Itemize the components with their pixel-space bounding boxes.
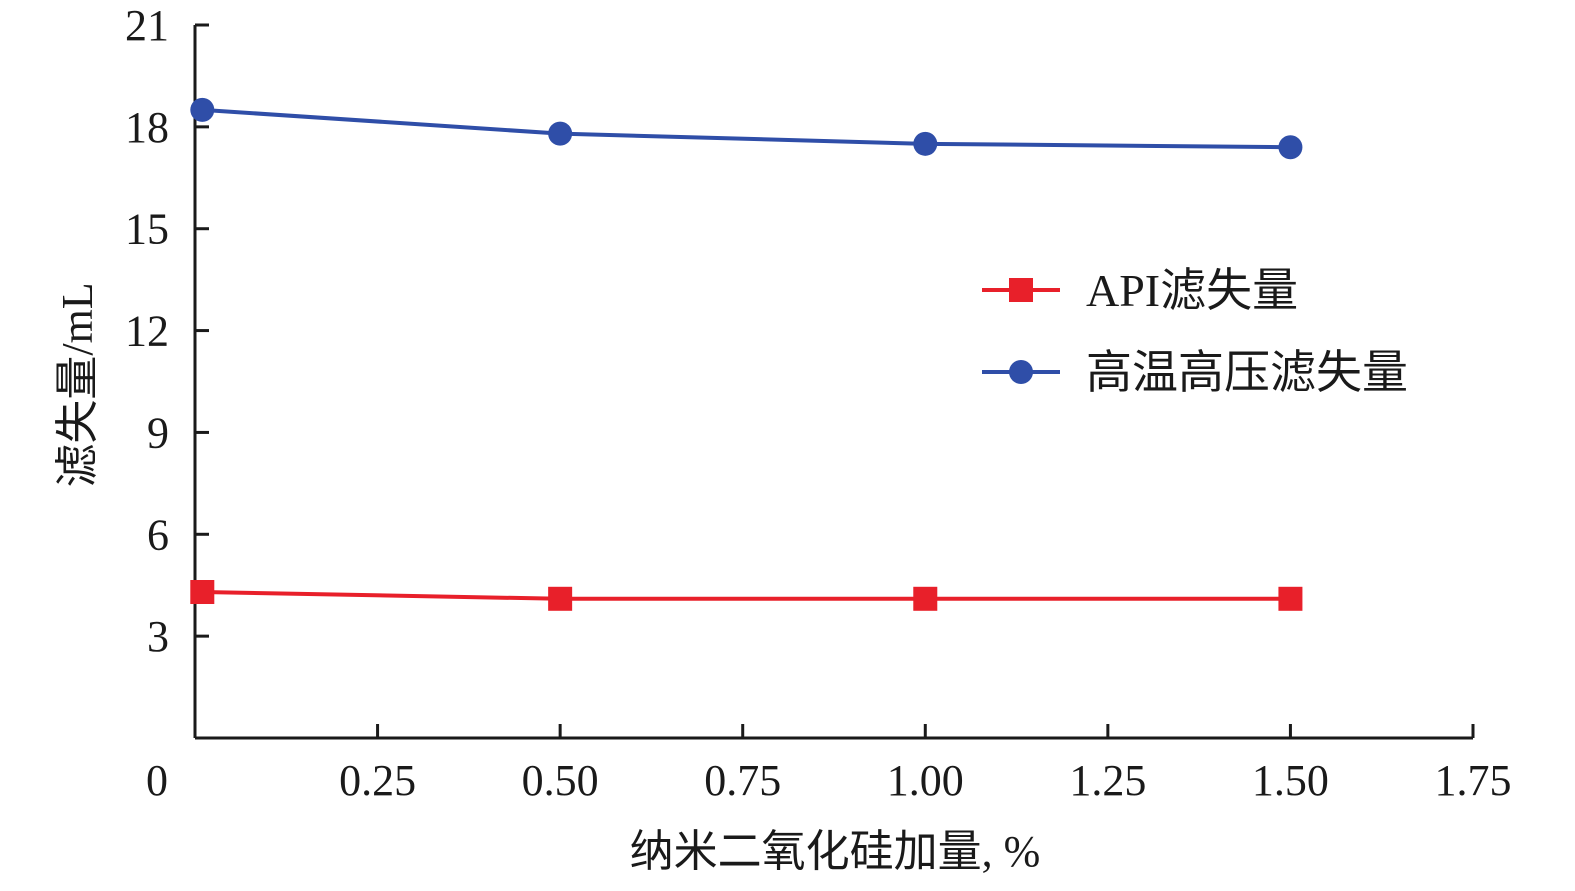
legend-item-2: 高温高压滤失量 bbox=[982, 347, 1408, 398]
x-tick-label: 0.75 bbox=[704, 756, 781, 805]
y-tick-label: 15 bbox=[125, 205, 169, 254]
x-tick-label: 1.75 bbox=[1435, 756, 1512, 805]
data-point-circle bbox=[190, 97, 215, 122]
series-1 bbox=[190, 580, 1303, 611]
x-tick-label: 1.50 bbox=[1252, 756, 1329, 805]
legend-marker-circle bbox=[1009, 360, 1033, 384]
x-tick-label: 0.50 bbox=[522, 756, 599, 805]
x-tick-label: 0 bbox=[146, 756, 168, 805]
y-axis-title: 滤失量/mL bbox=[53, 282, 102, 487]
y-tick-label: 9 bbox=[147, 408, 169, 457]
data-point-circle bbox=[913, 131, 938, 156]
y-tick-label: 12 bbox=[125, 307, 169, 356]
data-point-circle bbox=[548, 121, 573, 146]
legend-marker-square bbox=[1009, 278, 1033, 302]
legend-item-1: API滤失量 bbox=[982, 265, 1298, 316]
x-axis-title: 纳米二氧化硅加量, % bbox=[630, 827, 1041, 876]
y-tick-label: 21 bbox=[125, 1, 169, 50]
axes: 3 6 9 12 15 18 21 0 0.25 0.50 0.75 1.00 1.25 1.50 1.75 bbox=[125, 1, 1512, 805]
y-tick-label: 18 bbox=[125, 103, 169, 152]
data-point-square bbox=[190, 580, 215, 605]
data-point-square bbox=[1278, 586, 1303, 611]
legend-label: API滤失量 bbox=[1086, 265, 1298, 316]
y-tick-label: 6 bbox=[147, 510, 169, 559]
data-point-square bbox=[548, 586, 573, 611]
x-tick-label: 1.00 bbox=[887, 756, 964, 805]
series-line bbox=[202, 107, 1291, 150]
data-point-circle bbox=[1278, 135, 1303, 160]
x-tick-label: 0.25 bbox=[339, 756, 416, 805]
legend-label: 高温高压滤失量 bbox=[1086, 347, 1408, 398]
data-point-square bbox=[913, 586, 938, 611]
series-line bbox=[202, 590, 1291, 601]
series-2 bbox=[190, 97, 1303, 160]
y-tick-label: 3 bbox=[147, 612, 169, 661]
x-tick-label: 1.25 bbox=[1069, 756, 1146, 805]
series-layer bbox=[190, 97, 1303, 611]
